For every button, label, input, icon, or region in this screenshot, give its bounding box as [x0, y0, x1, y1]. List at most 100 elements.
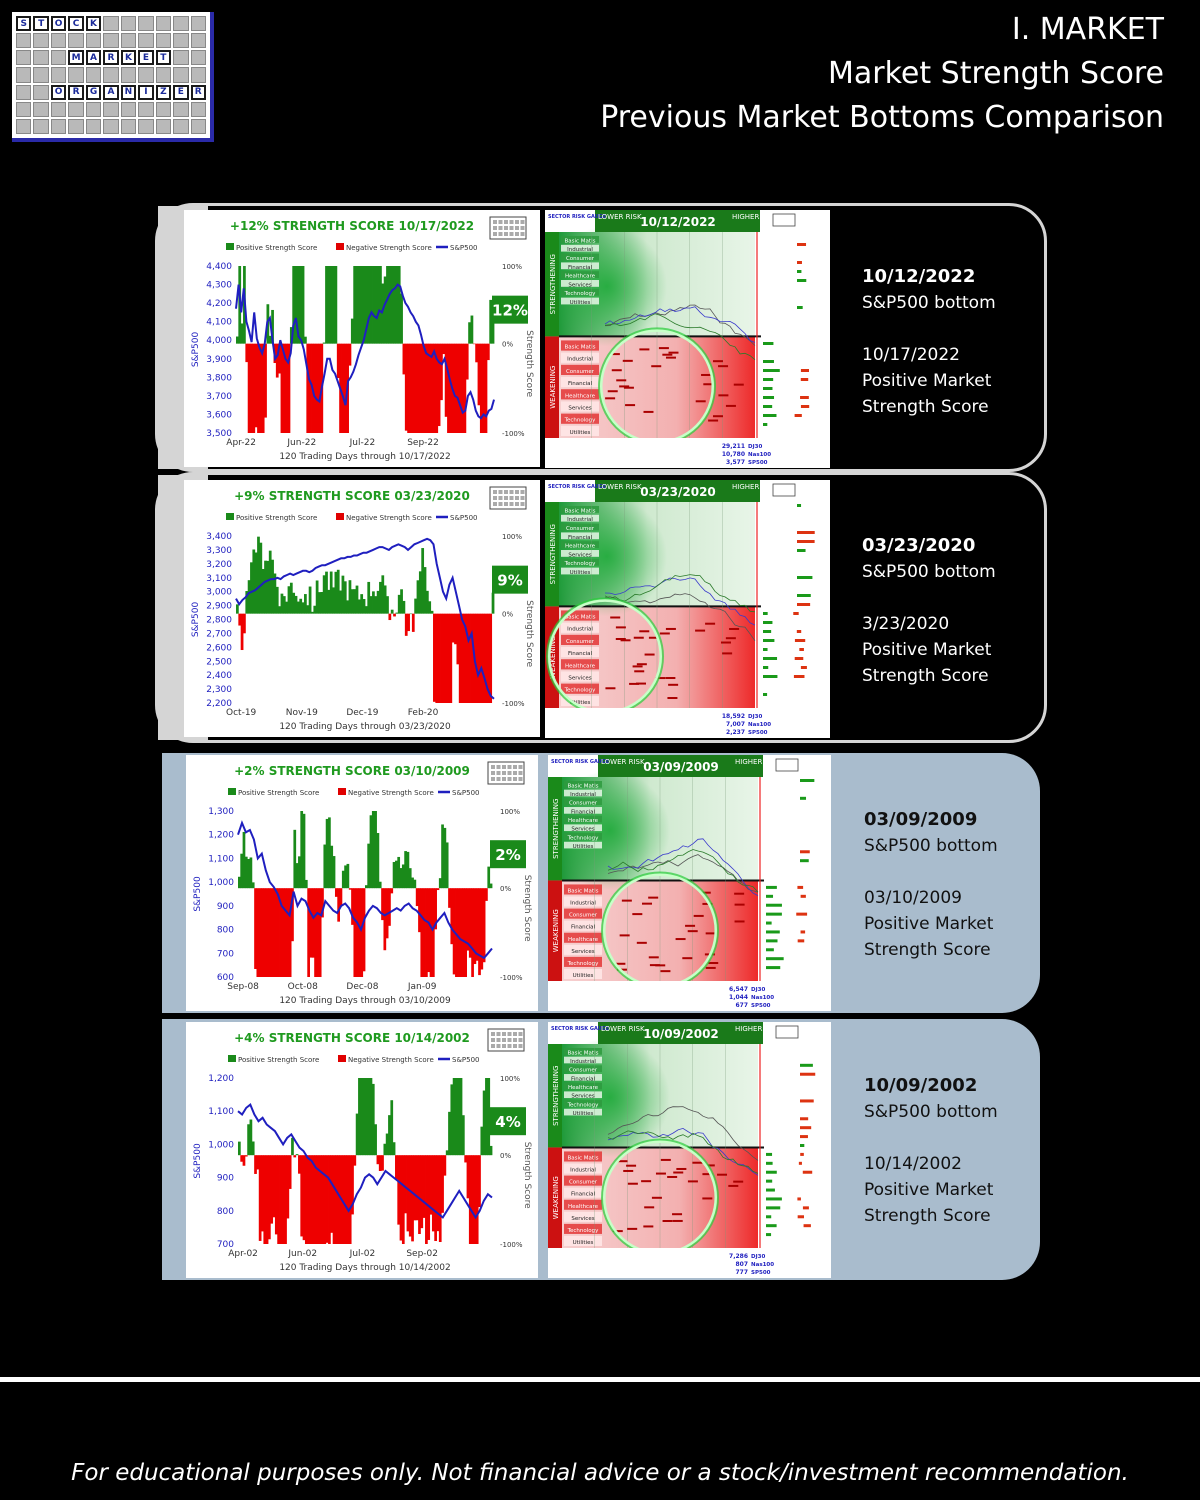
negative-score-bar: [411, 343, 415, 433]
positive-score-bar: [376, 590, 380, 614]
negative-score-bar: [388, 888, 391, 926]
sector-marker: [701, 373, 712, 376]
sector-marker: [655, 964, 666, 967]
y2-tick-label: 0%: [502, 611, 513, 619]
logo-cell: [50, 33, 67, 49]
x-axis-label: 120 Trading Days through 10/14/2002: [279, 1263, 450, 1273]
positive-score-bar: [308, 586, 312, 614]
sector-label: Financial: [568, 651, 593, 657]
mini-bar: [803, 1224, 811, 1228]
x-tick-label: Oct-08: [288, 982, 319, 992]
y2-axis-label: Strength Score: [522, 875, 532, 942]
negative-score-bar: [388, 613, 392, 621]
mini-bar: [763, 342, 774, 345]
positive-score-bar: [251, 882, 255, 889]
positive-score-bar: [329, 571, 333, 614]
logo-cell: [68, 101, 84, 117]
sector-marker: [627, 1182, 638, 1185]
sector-label: Basic Matls: [568, 888, 599, 894]
legend-swatch: [336, 513, 344, 520]
mini-bar: [797, 279, 807, 282]
sector-marker: [612, 1230, 623, 1233]
sector-marker: [622, 359, 633, 362]
negative-score-bar: [263, 888, 267, 977]
sector-label: Industrial: [570, 901, 596, 907]
sector-marker: [668, 351, 679, 354]
y-tick-label: 2,700: [206, 629, 232, 639]
positive-score-bar: [441, 824, 444, 889]
negative-score-bar: [456, 343, 460, 433]
sector-label: Technology: [567, 1228, 600, 1234]
sector-cell: [561, 647, 599, 658]
y-tick-label: 800: [217, 1207, 234, 1217]
sector-cell: [561, 413, 599, 424]
logo-cell: [155, 118, 172, 134]
positive-score-bar: [295, 1154, 299, 1156]
negative-score-bar: [277, 1155, 280, 1244]
negative-score-bar: [447, 613, 450, 703]
sector-label: Utilities: [570, 430, 591, 436]
negative-score-bar: [406, 1155, 410, 1232]
index-trend-line: [604, 574, 756, 613]
mini-bar: [763, 378, 774, 381]
positive-score-bar: [392, 862, 396, 889]
sector-label: Consumer: [566, 639, 595, 645]
negative-score-bar: [435, 343, 439, 433]
positive-score-bar: [491, 592, 495, 614]
sector-cell: [564, 1091, 602, 1099]
positive-score-bar: [393, 266, 396, 344]
negative-score-bar: [318, 1155, 322, 1244]
sector-marker: [643, 1225, 654, 1228]
positive-score-bar: [428, 601, 432, 614]
negative-score-bar: [427, 1155, 431, 1240]
gauge-header: [595, 210, 760, 232]
sector-marker: [667, 1175, 678, 1178]
sector-marker: [621, 899, 632, 902]
positive-score-bar: [362, 599, 366, 614]
sector-cell: [561, 352, 599, 363]
positive-score-bar: [489, 299, 493, 344]
positive-score-bar: [327, 589, 331, 614]
logo-letter: Z: [155, 84, 172, 100]
negative-score-bar: [341, 1155, 345, 1244]
negative-score-bar: [353, 888, 357, 977]
negative-score-bar: [261, 1155, 264, 1232]
logo-letter: E: [173, 84, 189, 100]
sector-label: Industrial: [570, 1059, 596, 1065]
sector-marker: [665, 677, 676, 680]
negative-score-bar: [258, 1155, 262, 1241]
y-tick-label: 700: [217, 1240, 234, 1250]
negative-score-bar: [261, 888, 264, 977]
y-axis-label: S&P500: [191, 602, 201, 638]
negative-score-bar: [420, 888, 424, 977]
negative-score-bar: [397, 1155, 401, 1225]
logo-letter: R: [190, 84, 206, 100]
sector-label: Industrial: [567, 247, 593, 253]
sector-marker: [626, 1164, 637, 1167]
weakening-label: WEAKENING: [552, 909, 560, 952]
negative-score-bar: [443, 1155, 447, 1176]
sector-marker: [660, 1158, 671, 1161]
sector-marker: [643, 410, 654, 413]
negative-score-bar: [482, 613, 486, 703]
positive-score-bar: [294, 266, 298, 344]
positive-score-bar: [346, 600, 349, 614]
negative-score-bar: [401, 1155, 405, 1244]
mini-bar: [800, 850, 810, 854]
negative-score-bar: [482, 343, 486, 433]
index-label: Nas100: [748, 722, 771, 728]
mini-bar: [797, 939, 805, 943]
mini-bar: [793, 612, 799, 615]
sector-marker: [705, 622, 716, 625]
x-tick-label: Jul-02: [349, 1249, 376, 1259]
negative-score-bar: [444, 613, 448, 703]
mini-bar: [763, 387, 773, 390]
sector-marker: [718, 394, 729, 397]
positive-score-bar: [411, 877, 414, 889]
negative-score-bar: [472, 343, 476, 345]
sector-marker: [632, 913, 643, 916]
mini-bar: [800, 405, 810, 408]
logo-cell: [50, 118, 67, 134]
y-tick-label: 3,300: [206, 546, 232, 556]
negative-score-bar: [456, 613, 460, 665]
